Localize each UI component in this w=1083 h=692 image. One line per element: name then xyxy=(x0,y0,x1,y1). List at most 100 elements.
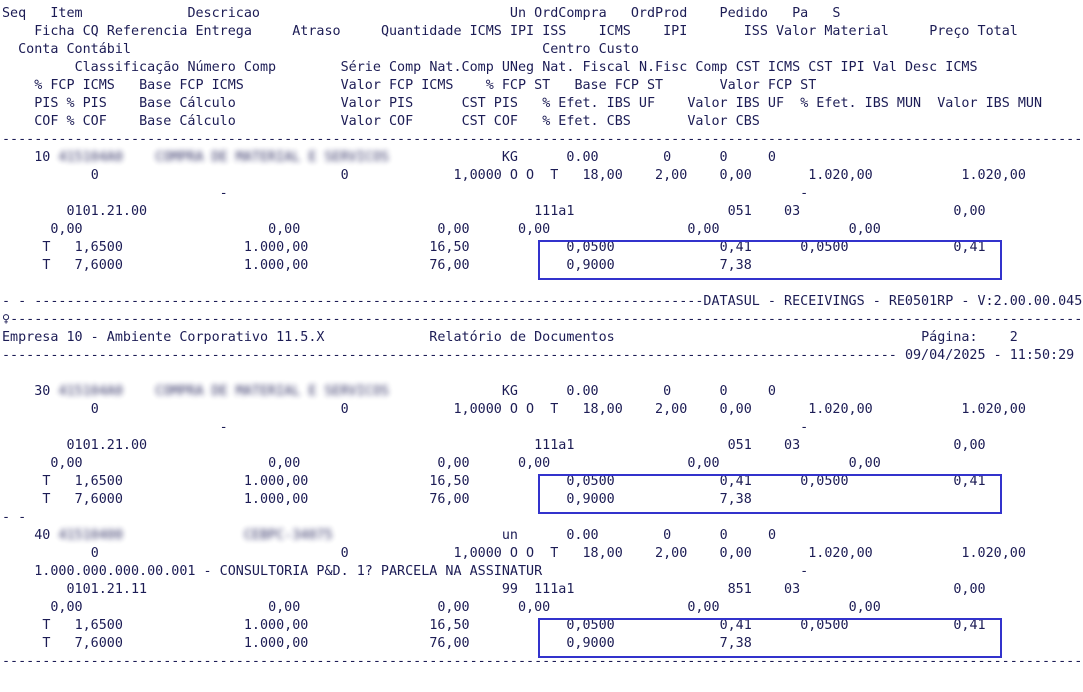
report-field: 76,00 xyxy=(429,492,470,507)
col-header-item: Item xyxy=(50,6,83,21)
page-number: 2 xyxy=(1009,330,1018,345)
redacted-text: COMPRA DE MATERIAL E SERVICOS xyxy=(155,384,389,399)
report-line: 0 0 1,0000 O O T 18,00 2,00 0,00 1.020,0… xyxy=(2,401,1083,419)
report-field: - xyxy=(219,186,228,201)
report-field: 7,38 xyxy=(719,492,752,507)
report-field: 03 xyxy=(784,438,801,453)
report-line: T 1,6500 1.000,00 16,50 0,0500 0,41 0,05… xyxy=(2,617,1083,635)
report-field: T xyxy=(42,474,51,489)
report-field: 0,00 xyxy=(518,600,551,615)
report-field: 0.00 xyxy=(566,384,599,399)
report-field: - - xyxy=(2,294,27,309)
report-line: ♀---------------------------------------… xyxy=(2,311,1083,329)
report-field: 0,00 xyxy=(268,222,301,237)
report-field: % FCP ST xyxy=(485,78,551,93)
item-seq: 40 xyxy=(34,528,51,543)
report-line: Seq Item Descricao Un OrdCompra OrdProd … xyxy=(2,5,1083,23)
report-field: 0,0500 xyxy=(800,618,849,633)
report-field: CST ICMS xyxy=(735,60,801,75)
report-field: Valor CBS xyxy=(687,114,760,129)
report-line: 30 415104A0 COMPRA DE MATERIAL E SERVICO… xyxy=(2,383,1083,401)
report-field: N.Fisc Comp xyxy=(638,60,728,75)
report-datetime: 09/04/2025 - 11:50:29 xyxy=(904,348,1075,363)
report-field: COF xyxy=(34,114,59,129)
report-line: COF % COF Base Cálculo Valor COF CST COF… xyxy=(2,113,1083,131)
report-field: 1.020,00 xyxy=(808,168,873,183)
report-field: KG xyxy=(501,150,518,165)
report-field: T xyxy=(550,168,559,183)
report-line: 0101.21.00 111a1 051 03 0,00 xyxy=(2,437,1083,455)
report-field: 0,0500 xyxy=(566,474,615,489)
report-field: 0,00 xyxy=(687,222,720,237)
report-field: 0 xyxy=(90,402,99,417)
report-field: 0 xyxy=(663,528,672,543)
report-field: Série Comp xyxy=(340,60,422,75)
redacted-text: 415104A0 xyxy=(58,384,123,399)
report-field: 16,50 xyxy=(429,240,470,255)
separator-dashes: ----------------------------------------… xyxy=(2,654,1083,669)
report-field: Conta Contábil xyxy=(18,42,131,57)
report-line: - - xyxy=(2,419,1083,437)
report-field: 0,00 xyxy=(687,600,720,615)
report-field: Valor FCP ST xyxy=(719,78,817,93)
report-field: % Efet. CBS xyxy=(542,114,631,129)
report-field: O xyxy=(526,546,535,561)
report-field: % Efet. IBS MUN xyxy=(800,96,922,111)
report-field: 1,6500 xyxy=(74,474,123,489)
report-field: Classificação xyxy=(74,60,180,75)
item-seq: 30 xyxy=(34,384,51,399)
report-field: 7,38 xyxy=(719,636,752,651)
report-field: 111a1 xyxy=(534,582,575,597)
report-field: 7,6000 xyxy=(74,258,123,273)
report-line: Conta Contábil Centro Custo xyxy=(2,41,1083,59)
report-field: 0,00 xyxy=(437,600,470,615)
report-field: Valor PIS xyxy=(340,96,414,111)
report-field: 1.020,00 xyxy=(808,402,873,417)
separator-dashes: ----------------------------------------… xyxy=(10,312,1083,327)
report-field: 0,00 xyxy=(953,204,986,219)
report-field: Número xyxy=(187,60,236,75)
report-field: 0,00 xyxy=(437,456,470,471)
report-field: 0,00 xyxy=(268,456,301,471)
report-field: 2,00 xyxy=(655,402,688,417)
report-field: 0 xyxy=(767,150,776,165)
report-line: 0101.21.00 111a1 051 03 0,00 xyxy=(2,203,1083,221)
report-field: 03 xyxy=(784,204,801,219)
report-field: Un xyxy=(509,6,527,21)
report-field: Nat. Fiscal xyxy=(542,60,631,75)
report-field: 0101.21.00 xyxy=(66,438,148,453)
report-field: ICMS xyxy=(598,24,631,39)
system-banner: DATASUL - RECEIVINGS - RE0501RP - V:2.00… xyxy=(703,294,1083,309)
report-line: T 7,6000 1.000,00 76,00 0,9000 7,38 xyxy=(2,635,1083,653)
report-field: CST COF xyxy=(461,114,518,129)
report-field: 1.020,00 xyxy=(961,546,1026,561)
report-field: 7,38 xyxy=(719,258,752,273)
report-field: 0,00 xyxy=(848,600,881,615)
report-field: Pedido xyxy=(719,6,768,21)
report-field: 0101.21.00 xyxy=(66,204,148,219)
report-field: 1.000,00 xyxy=(243,618,309,633)
report-field: 0 xyxy=(663,150,672,165)
report-field: 0101.21.11 xyxy=(66,582,148,597)
report-field: OrdProd xyxy=(630,6,688,21)
report-line: 0 0 1,0000 O O T 18,00 2,00 0,00 1.020,0… xyxy=(2,545,1083,563)
report-line: ----------------------------------------… xyxy=(2,131,1083,149)
report-field: - xyxy=(800,564,809,579)
separator-dashes: ----------------------------------------… xyxy=(34,294,704,309)
report-line: 0,00 0,00 0,00 0,00 0,00 0,00 xyxy=(2,455,1083,473)
report-field: IPI xyxy=(509,24,535,39)
report-line: - - ------------------------------------… xyxy=(2,293,1083,311)
report-field: 1,6500 xyxy=(74,240,123,255)
report-field: ISS xyxy=(542,24,567,39)
report-field: Valor IBS MUN xyxy=(937,96,1043,111)
report-field: 0 xyxy=(767,384,776,399)
report-line: T 7,6000 1.000,00 76,00 0,9000 7,38 xyxy=(2,257,1083,275)
report-field: 0,0500 xyxy=(566,240,615,255)
report-field: 16,50 xyxy=(429,474,470,489)
report-field: 0 xyxy=(340,546,349,561)
report-line xyxy=(2,365,1083,383)
report-field: 0,00 xyxy=(953,438,986,453)
report-field: 1.000,00 xyxy=(243,474,309,489)
report-field: 7,6000 xyxy=(74,636,123,651)
report-line: PIS % PIS Base Cálculo Valor PIS CST PIS… xyxy=(2,95,1083,113)
